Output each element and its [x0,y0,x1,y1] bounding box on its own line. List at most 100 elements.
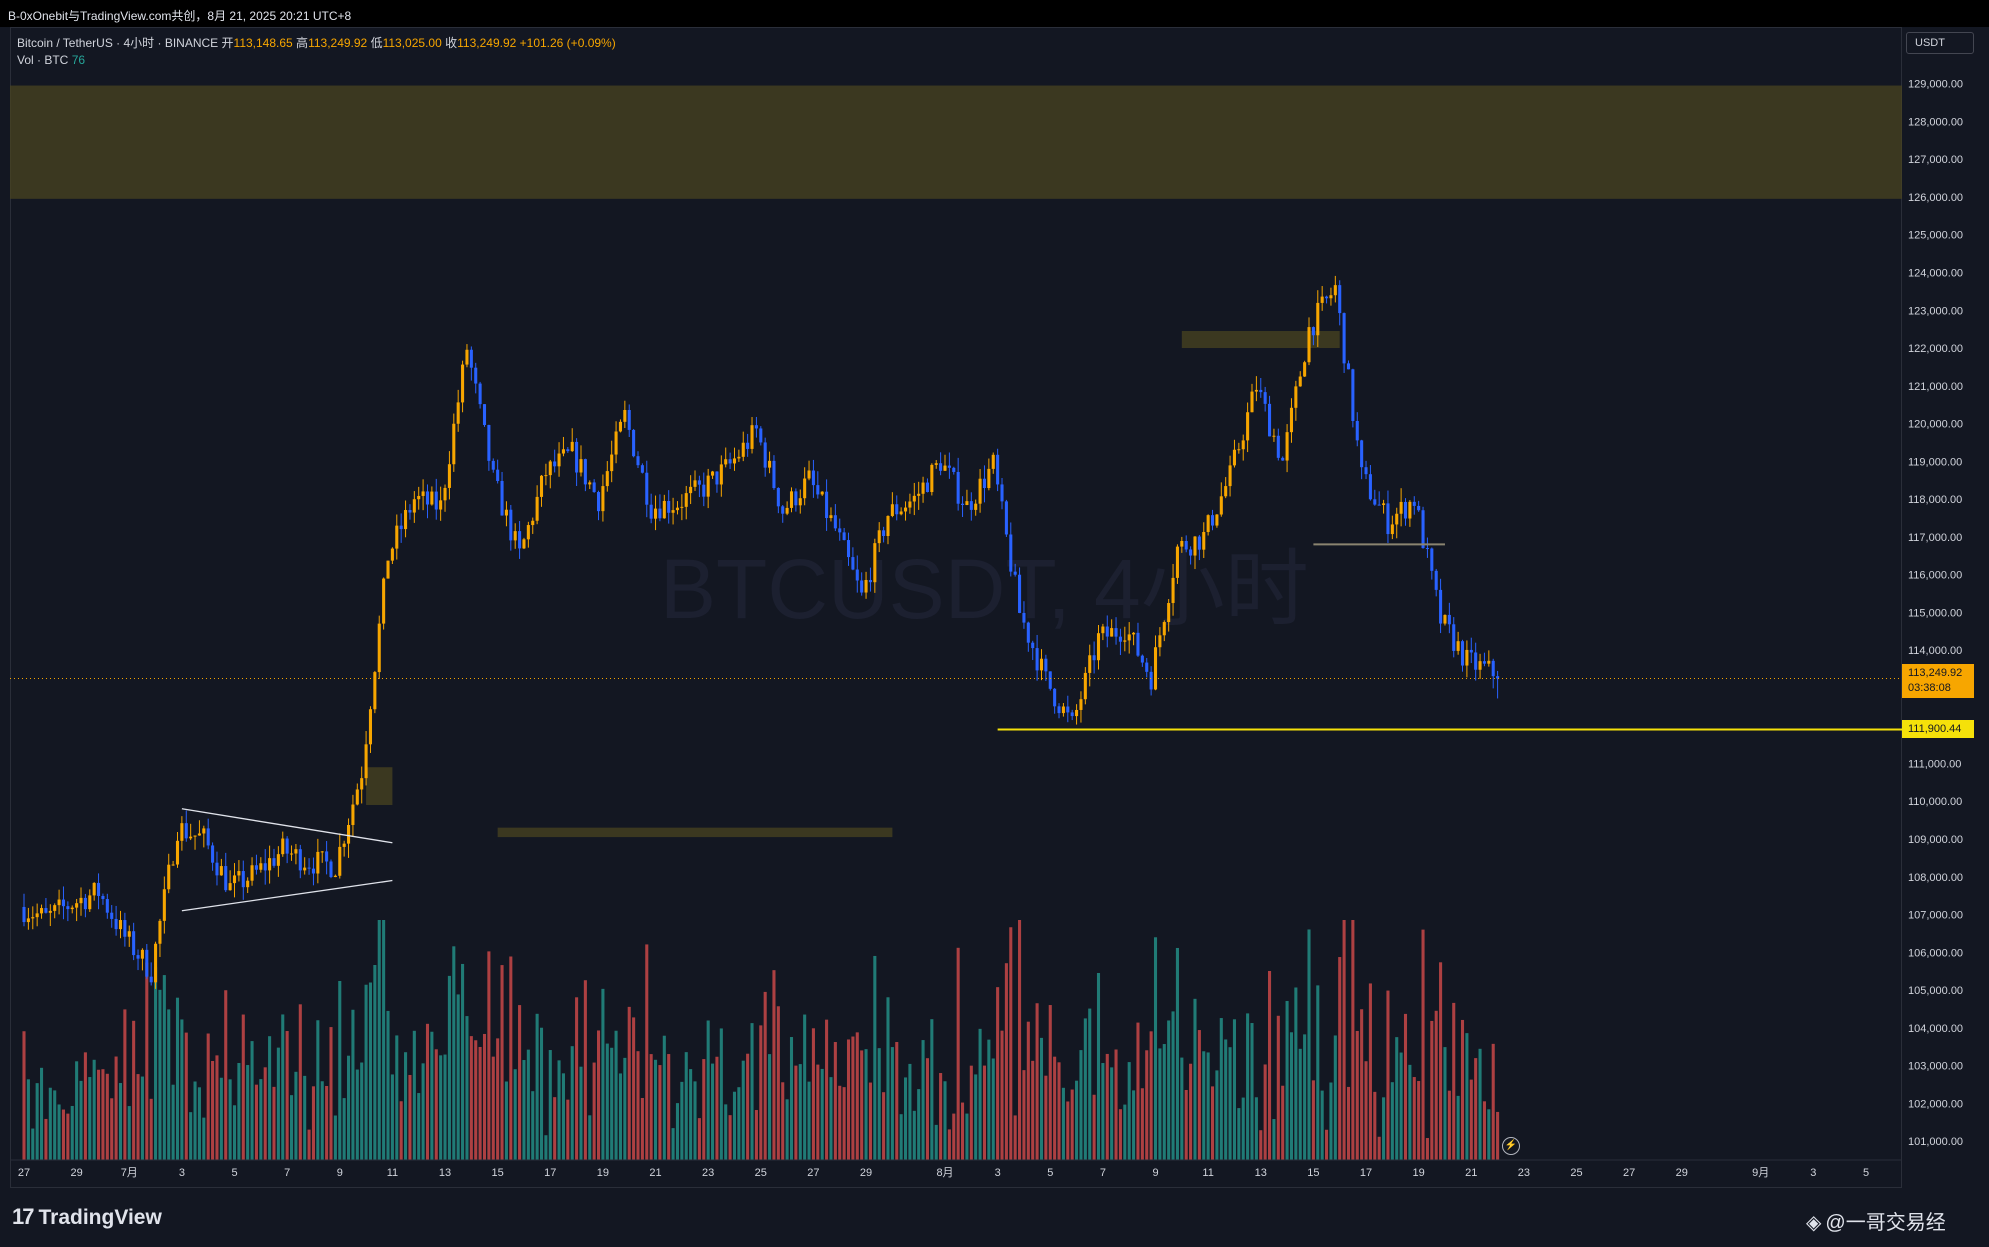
candle-body[interactable] [1373,499,1377,505]
candle-body[interactable] [1351,369,1355,421]
candle-body[interactable] [772,460,776,489]
candle-body[interactable] [1259,389,1263,393]
candle-body[interactable] [232,875,237,884]
candle-body[interactable] [1276,435,1280,458]
candle-body[interactable] [281,838,285,855]
candle-body[interactable] [26,918,30,923]
candle-body[interactable] [921,482,925,494]
candle-body[interactable] [860,580,864,593]
candle-body[interactable] [895,504,899,515]
candle-body[interactable] [347,824,351,844]
candle-body[interactable] [1368,474,1372,500]
candle-body[interactable] [31,917,35,919]
candle-body[interactable] [803,478,807,499]
candle-body[interactable] [662,500,666,519]
candle-body[interactable] [1460,641,1465,666]
candle-body[interactable] [939,463,943,471]
candle-body[interactable] [307,867,311,869]
candle-body[interactable] [1346,363,1351,370]
candle-body[interactable] [311,868,315,874]
candle-body[interactable] [320,851,324,853]
candle-body[interactable] [1215,514,1219,526]
candle-body[interactable] [1412,501,1416,506]
candle-body[interactable] [693,480,697,487]
candle-body[interactable] [1031,642,1035,649]
candle-body[interactable] [1496,676,1500,679]
candle-body[interactable] [754,425,758,429]
candle-body[interactable] [434,491,438,510]
candle-body[interactable] [461,364,465,403]
candle-body[interactable] [162,889,166,921]
candle-body[interactable] [202,828,206,834]
candle-body[interactable] [373,672,377,710]
candle-body[interactable] [1316,302,1320,336]
candle-body[interactable] [667,500,671,513]
candle-body[interactable] [864,579,868,593]
candle-body[interactable] [1386,503,1390,535]
candle-body[interactable] [329,861,333,878]
candle-body[interactable] [553,461,557,467]
candle-body[interactable] [1158,635,1162,648]
candle-body[interactable] [561,449,565,454]
candle-body[interactable] [1162,622,1166,636]
candle-body[interactable] [224,866,228,891]
candle-body[interactable] [952,467,956,472]
candle-body[interactable] [842,532,846,541]
candle-body[interactable] [557,453,561,467]
candle-body[interactable] [1132,632,1136,635]
candle-body[interactable] [395,525,399,549]
candle-body[interactable] [1153,647,1158,690]
candle-body[interactable] [333,875,337,878]
candle-body[interactable] [364,744,368,779]
candle-body[interactable] [1307,327,1311,363]
candle-body[interactable] [1140,655,1144,663]
candle-body[interactable] [404,510,408,530]
candle-body[interactable] [513,531,517,541]
candle-body[interactable] [83,897,87,910]
candle-body[interactable] [706,475,710,497]
candle-body[interactable] [1210,515,1215,526]
candle-body[interactable] [237,871,241,876]
candle-body[interactable] [724,459,728,465]
candle-body[interactable] [794,491,798,506]
candle-body[interactable] [974,503,978,510]
candle-body[interactable] [1101,626,1105,634]
candle-body[interactable] [254,865,258,870]
candle-body[interactable] [649,504,653,519]
candle-body[interactable] [1434,570,1438,590]
candle-body[interactable] [746,442,750,449]
candle-body[interactable] [452,423,456,465]
candle-body[interactable] [136,955,140,959]
candle-body[interactable] [439,500,443,510]
candle-body[interactable] [92,882,96,896]
candle-body[interactable] [377,623,381,673]
candle-body[interactable] [1482,661,1486,664]
candle-body[interactable] [114,918,118,930]
candle-body[interactable] [1206,515,1210,533]
candle-body[interactable] [1009,534,1013,572]
candle-body[interactable] [982,478,987,489]
candle-body[interactable] [1311,327,1315,336]
candle-body[interactable] [614,431,618,455]
currency-button[interactable]: USDT [1906,32,1974,54]
candle-body[interactable] [1088,655,1092,673]
candle-body[interactable] [268,858,272,871]
candle-body[interactable] [1070,712,1074,717]
candle-body[interactable] [877,530,881,544]
candle-body[interactable] [325,851,329,862]
candle-body[interactable] [987,468,991,489]
candle-body[interactable] [1303,362,1307,377]
candle-body[interactable] [903,507,908,512]
candle-body[interactable] [789,491,794,508]
candle-body[interactable] [491,460,495,470]
candle-body[interactable] [276,854,280,866]
candle-body[interactable] [118,920,123,930]
candle-body[interactable] [807,470,811,479]
candle-body[interactable] [1136,632,1140,656]
candle-body[interactable] [289,853,294,855]
candle-body[interactable] [680,506,684,508]
candle-body[interactable] [518,531,522,549]
candle-body[interactable] [1193,536,1197,556]
candle-body[interactable] [399,525,403,530]
